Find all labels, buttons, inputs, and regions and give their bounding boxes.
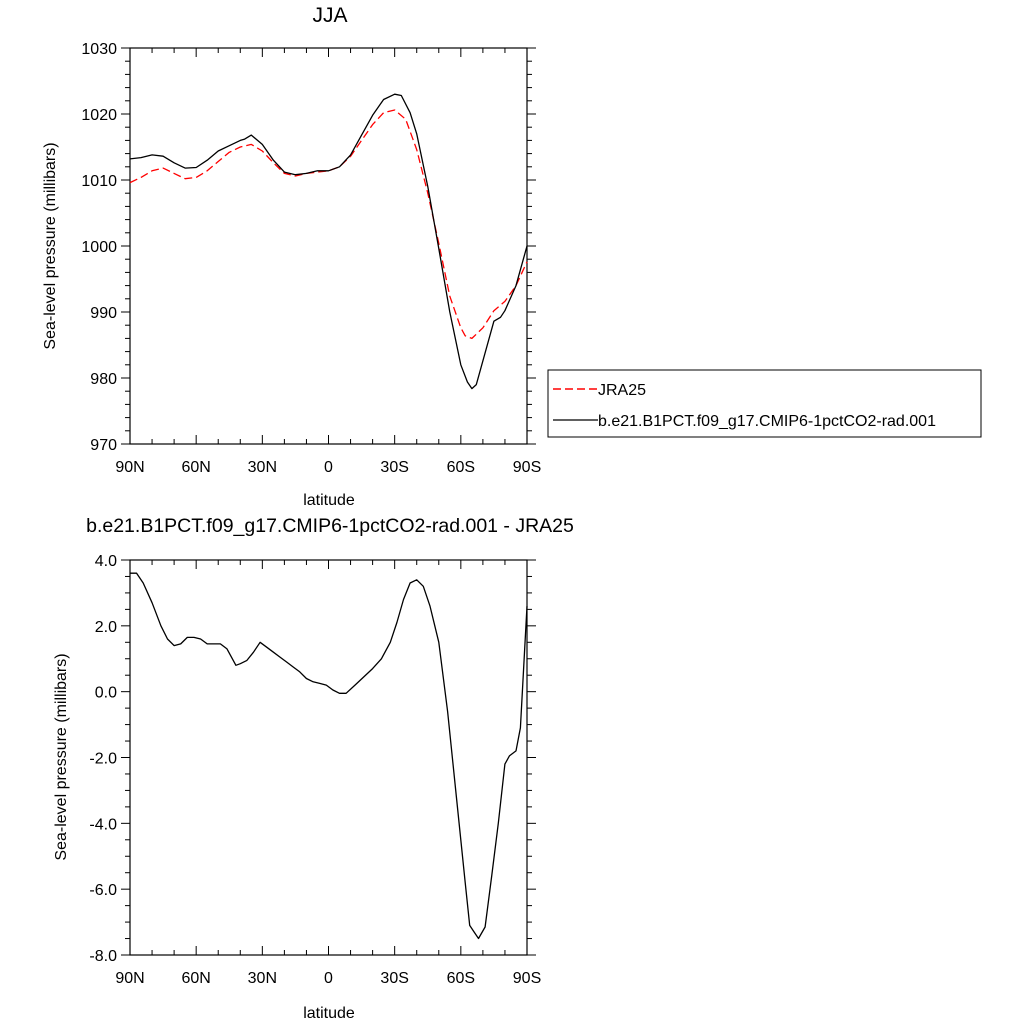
bottom-x-axis-label: latitude (303, 1005, 355, 1022)
top-x-tick-label: 60N (181, 459, 210, 476)
top-y-tick-label: 1010 (81, 173, 117, 190)
bottom-x-tick-label: 30N (248, 970, 277, 987)
bottom-x-tick-label: 0 (324, 970, 333, 987)
bottom-panel: b.e21.B1PCT.f09_g17.CMIP6-1pctCO2-rad.00… (53, 515, 574, 1022)
bottom-y-tick-label: -6.0 (89, 882, 117, 899)
legend-label-jra25: JRA25 (598, 382, 646, 399)
bottom-plot-frame (129, 559, 528, 956)
top-series-line-0 (129, 109, 528, 340)
top-x-tick-label: 0 (324, 459, 333, 476)
bottom-y-tick-label: 0.0 (95, 685, 117, 702)
bottom-y-tick-label: 2.0 (95, 619, 117, 636)
top-y-tick-label: 970 (90, 437, 117, 454)
top-chart-title: JJA (312, 4, 347, 27)
bottom-y-tick-label: -8.0 (89, 948, 117, 965)
bottom-tick-labels: 90N 60N 30N 0 30S 60S 90S -8.0 -6.0 -4.0 -2.0 0.0 2.… (89, 553, 541, 987)
bottom-x-tick-label: 90N (115, 970, 144, 987)
top-x-tick-label: 30S (380, 459, 408, 476)
top-x-tick-label: 30N (248, 459, 277, 476)
top-tick-marks (121, 47, 536, 445)
legend-box (547, 369, 982, 438)
top-y-tick-label: 1030 (81, 41, 117, 58)
bottom-series-line-0 (130, 572, 528, 940)
top-data-lines (129, 93, 528, 390)
legend-label-model: b.e21.B1PCT.f09_g17.CMIP6-1pctCO2-rad.00… (598, 413, 936, 430)
bottom-x-tick-label: 30S (380, 970, 408, 987)
top-x-tick-label: 60S (447, 459, 475, 476)
top-plot-frame (129, 47, 528, 445)
top-panel: JJA 90N 60N 30N 0 30S 60S 90S 970 980 990 1000 1010… (42, 4, 982, 509)
top-y-tick-label: 980 (90, 371, 117, 388)
top-y-axis-label: Sea-level pressure (millibars) (42, 142, 59, 349)
legend: JRA25 b.e21.B1PCT.f09_g17.CMIP6-1pctCO2-… (547, 369, 982, 438)
top-x-axis-label: latitude (303, 492, 355, 509)
top-x-tick-label: 90N (115, 459, 144, 476)
bottom-x-tick-label: 90S (513, 970, 541, 987)
top-y-tick-label: 1000 (81, 239, 117, 256)
bottom-y-axis-label: Sea-level pressure (millibars) (53, 653, 70, 860)
bottom-chart-title: b.e21.B1PCT.f09_g17.CMIP6-1pctCO2-rad.00… (86, 515, 574, 537)
bottom-x-tick-label: 60N (181, 970, 210, 987)
top-tick-labels: 90N 60N 30N 0 30S 60S 90S 970 980 990 1000 1010 1020… (81, 41, 541, 476)
top-series-line-1 (129, 93, 528, 390)
top-x-tick-label: 90S (513, 459, 541, 476)
top-y-tick-label: 1020 (81, 107, 117, 124)
bottom-y-tick-label: -2.0 (89, 751, 117, 768)
top-y-tick-label: 990 (90, 305, 117, 322)
bottom-data-lines (130, 572, 528, 940)
bottom-y-tick-label: 4.0 (95, 553, 117, 570)
bottom-x-tick-label: 60S (447, 970, 475, 987)
bottom-y-tick-label: -4.0 (89, 816, 117, 833)
bottom-tick-marks (121, 559, 536, 956)
